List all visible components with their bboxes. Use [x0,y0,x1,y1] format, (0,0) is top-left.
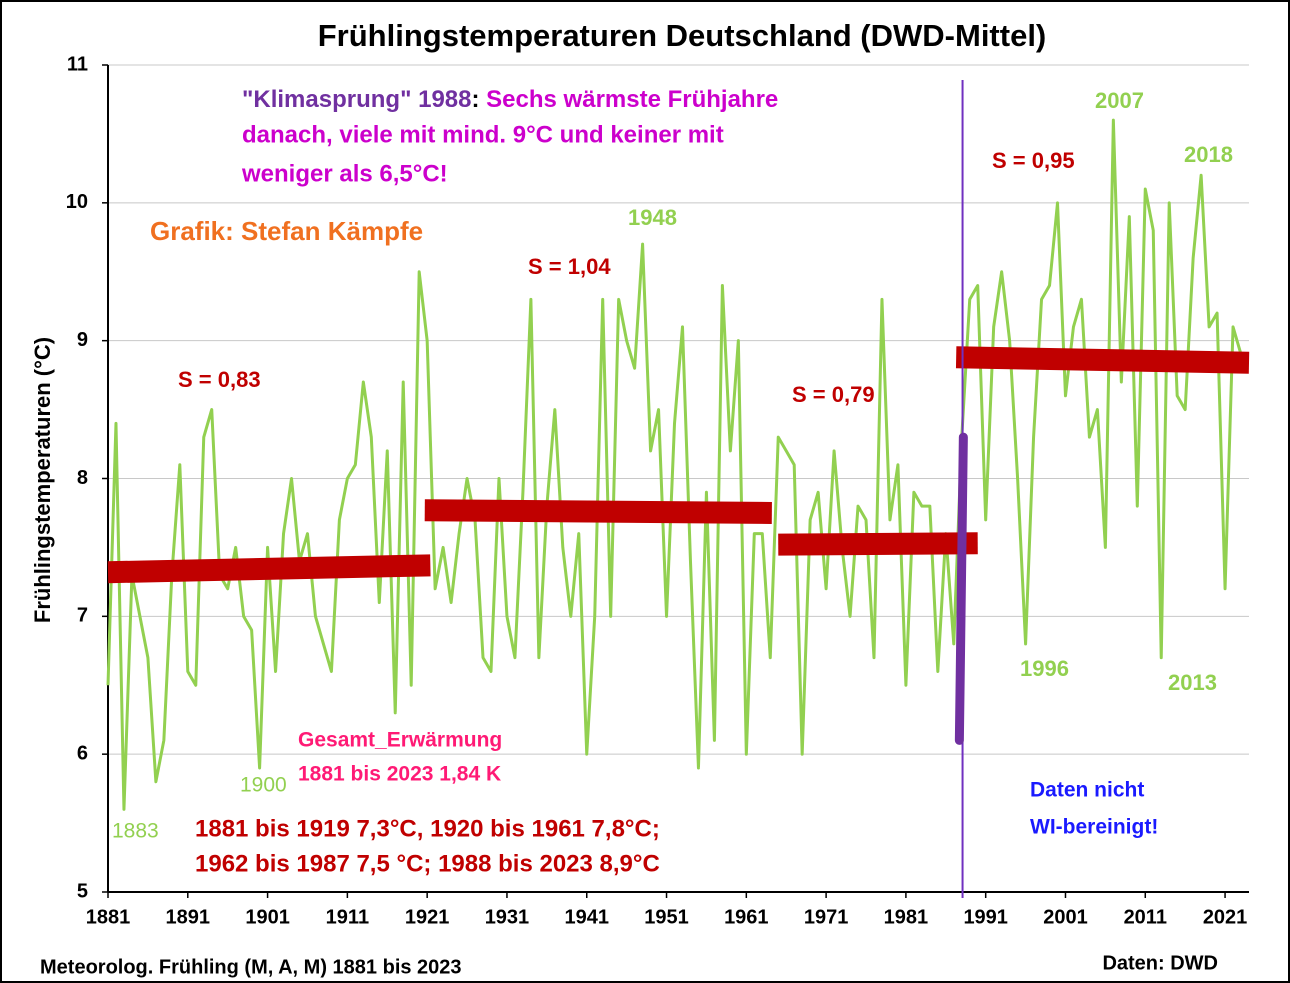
x-tick-label: 1991 [963,906,1008,928]
x-axis-label: Meteorolog. Frühling (M, A, M) 1881 bis … [40,956,462,978]
data-line [106,118,1243,811]
trend-segment [107,554,431,584]
x-tick-label: 1911 [326,906,369,928]
annotation: 1962 bis 1987 7,5 °C; 1988 bis 2023 8,9°… [195,850,660,877]
x-tick-label: 1881 [86,906,131,928]
x-tick-label: 1921 [405,906,450,928]
annotation: Gesamt_Erwärmung [298,729,502,752]
annotation: S = 0,83 [178,367,261,392]
y-tick-label: 5 [77,880,88,902]
year-label: 2013 [1168,670,1217,695]
y-axis-label: Frühlingstemperaturen (°C) [30,337,55,623]
annotation: Daten nicht [1030,779,1144,802]
annotation: "Klimasprung" 1988: Sechs wärmste Frühja… [242,86,778,113]
annotation-part: : [472,86,480,113]
y-tick-label: 8 [77,467,88,489]
annotation: 1881 bis 2023 1,84 K [298,763,501,786]
x-tick-label: 1901 [245,906,290,928]
year-label: 2018 [1184,142,1233,167]
trend-segment [778,532,978,556]
x-tick-label: 1931 [485,906,530,928]
x-tick-label: 1941 [564,906,609,928]
grid: 5 6 7 8 9 10 11 1881 1891 1901 1911 1921 1931 1941 195… [66,53,1249,928]
year-label: 1883 [112,820,159,843]
source: Daten: DWD [1102,952,1218,974]
marks [106,80,1250,898]
x-tick-label: 1951 [644,906,689,928]
x-tick-label: 1981 [884,906,929,928]
year-label: 2007 [1095,88,1144,113]
annotation-part: Sechs wärmste Frühjahre [480,86,779,113]
annotation: Grafik: Stefan Kämpfe [150,216,423,246]
x-tick-label: 1891 [166,906,211,928]
y-tick-label: 10 [66,191,88,213]
trend-segment [955,346,1250,374]
x-tick-label: 2011 [1124,906,1167,928]
x-tick-label: 2001 [1043,906,1088,928]
trend-segment [424,499,772,524]
x-tick-label: 1961 [724,906,769,928]
year-label: 1996 [1020,656,1069,681]
annotation: 1881 bis 1919 7,3°C, 1920 bis 1961 7,8°C… [195,815,660,842]
x-tick-label: 1971 [804,906,849,928]
annotation: S = 1,04 [528,254,611,279]
annotation-part: "Klimasprung" 1988 [242,86,472,113]
y-tick-label: 6 [77,742,88,764]
annotation: S = 0,95 [992,148,1075,173]
y-tick-label: 9 [77,329,88,351]
y-tick-label: 7 [77,605,88,627]
annotation: weniger als 6,5°C! [241,160,448,187]
y-tick-label: 11 [67,53,88,75]
chart-title: Frühlingstemperaturen Deutschland (DWD-M… [318,18,1047,53]
jump-line [954,432,968,745]
annotation: S = 0,79 [792,382,875,407]
year-label: 1948 [628,205,677,230]
annotation: WI-bereinigt! [1030,816,1158,839]
year-label: 1900 [240,774,287,797]
annotations: "Klimasprung" 1988: Sechs wärmste Frühja… [112,86,1233,877]
annotation: danach, viele mit mind. 9°C und keiner m… [242,121,724,148]
x-tick-label: 2021 [1203,906,1248,928]
